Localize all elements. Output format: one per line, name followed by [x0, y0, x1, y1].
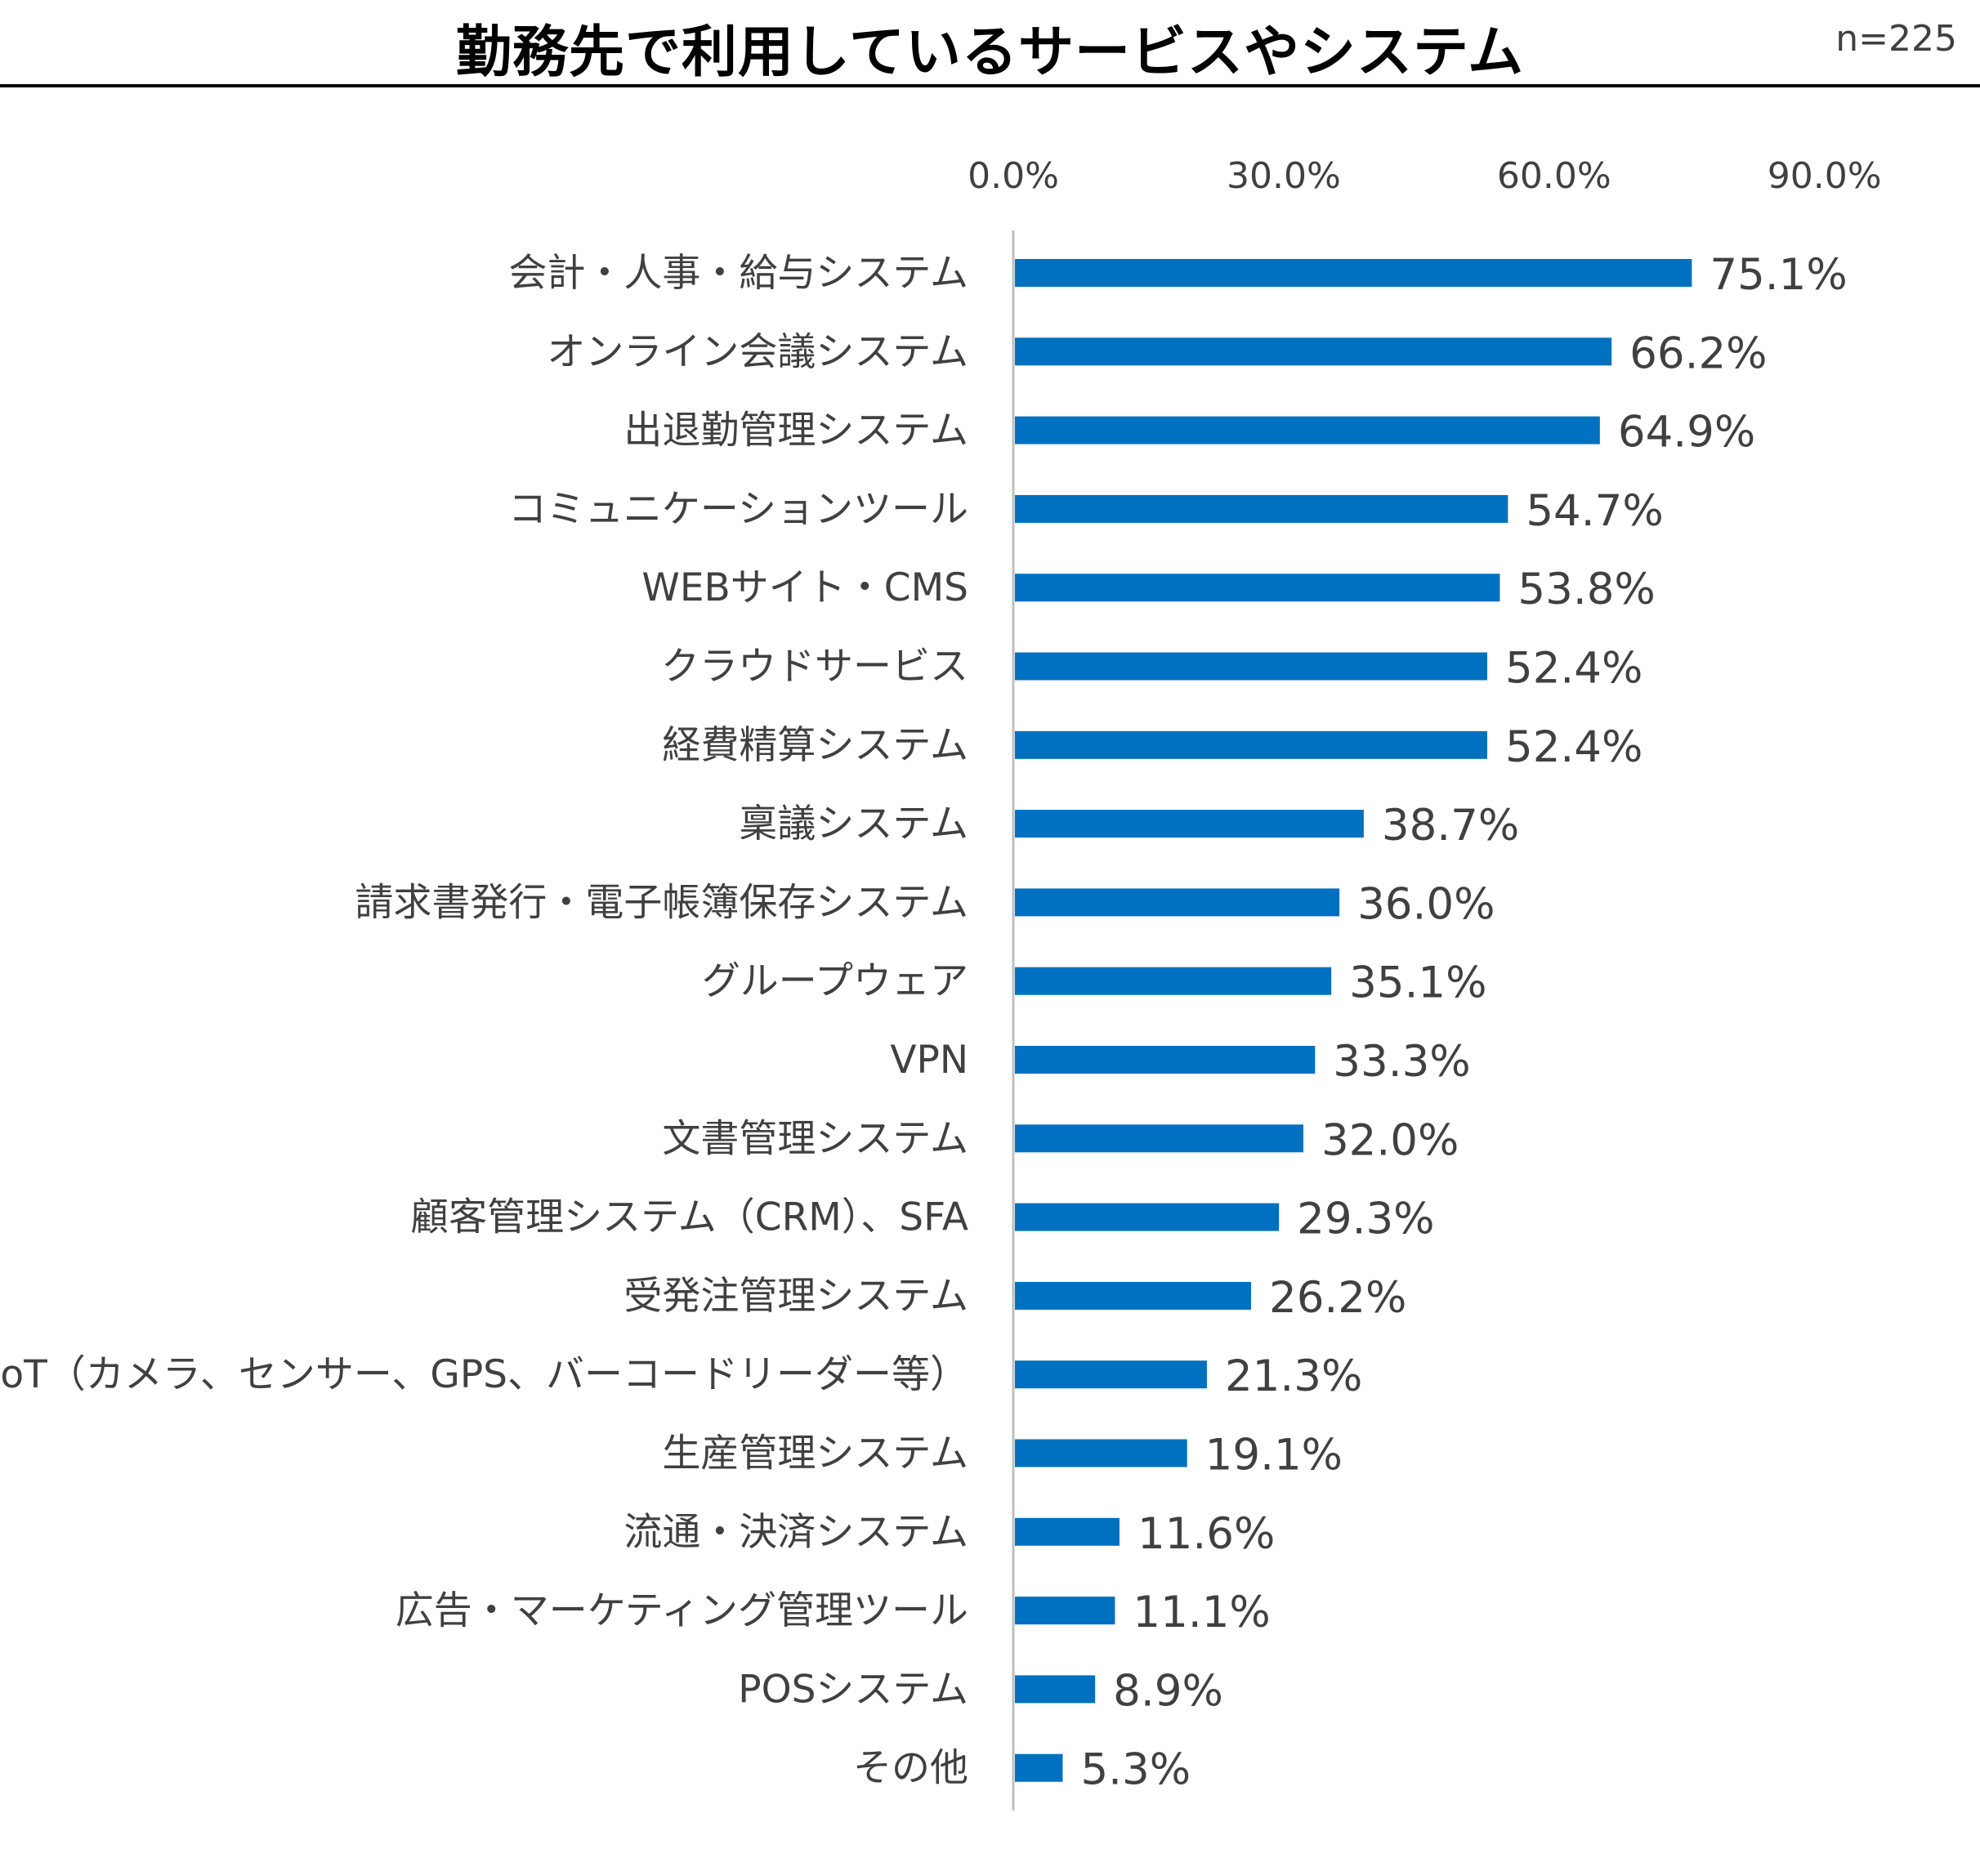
bar — [1015, 1597, 1115, 1625]
data-label: 53.8% — [1517, 565, 1655, 614]
bar — [1015, 416, 1600, 444]
data-label: 54.7% — [1526, 486, 1663, 536]
category-label: オンライン会議システム — [547, 329, 968, 374]
x-tick-label: 60.0% — [1497, 155, 1611, 197]
data-label: 29.3% — [1297, 1195, 1434, 1244]
x-tick-label: 30.0% — [1227, 155, 1341, 197]
data-label: 11.6% — [1137, 1509, 1275, 1559]
bar — [1015, 1517, 1120, 1546]
bar — [1015, 494, 1508, 523]
data-label: 36.0% — [1357, 879, 1495, 929]
bar — [1015, 888, 1340, 917]
category-label: 顧客管理システム（CRM）、SFA — [410, 1195, 968, 1240]
category-label: 出退勤管理システム — [623, 409, 968, 453]
chart-title: 勤務先で利用しているサービスやシステム — [456, 20, 1524, 85]
bar — [1015, 1360, 1207, 1389]
data-label: 32.0% — [1321, 1115, 1459, 1165]
category-label: その他 — [853, 1746, 968, 1791]
bar — [1015, 1675, 1096, 1704]
bar — [1015, 1046, 1316, 1074]
category-label: IoT（カメラ、センサー、GPS、バーコードリーダー等） — [0, 1352, 968, 1397]
bar — [1015, 574, 1500, 602]
bar — [1015, 1124, 1303, 1153]
data-label: 26.2% — [1269, 1273, 1406, 1323]
data-label: 8.9% — [1113, 1666, 1223, 1716]
data-label: 11.1% — [1133, 1588, 1270, 1637]
category-label: グループウェア — [702, 959, 968, 1004]
bar — [1015, 1439, 1187, 1467]
category-label: 生産管理システム — [662, 1432, 968, 1476]
bar — [1015, 337, 1612, 366]
bar — [1015, 259, 1692, 287]
sample-size-label: n=225 — [1835, 18, 1957, 60]
bar — [1015, 810, 1364, 838]
data-label: 35.1% — [1349, 958, 1486, 1008]
data-label: 21.3% — [1225, 1351, 1362, 1401]
category-label: VPN — [890, 1038, 968, 1083]
category-label: 稟議システム — [739, 802, 968, 846]
category-label: 流通・決済システム — [623, 1510, 968, 1555]
category-label: 経費精算システム — [662, 723, 968, 768]
category-label: コミュニケーションツール — [508, 487, 968, 532]
data-label: 33.3% — [1333, 1037, 1470, 1087]
category-label: 会計・人事・給与システム — [508, 251, 968, 296]
data-label: 52.4% — [1505, 644, 1643, 694]
bar — [1015, 967, 1332, 995]
category-label: 請求書発行・電子帳簿保存システム — [355, 880, 968, 925]
category-label: クラウドサービス — [661, 645, 968, 690]
data-label: 66.2% — [1629, 328, 1767, 378]
bar — [1015, 1281, 1251, 1310]
bar — [1015, 1753, 1063, 1782]
x-tick-label: 90.0% — [1768, 155, 1882, 197]
category-label: POSシステム — [738, 1667, 968, 1712]
title-underline — [0, 84, 1980, 87]
bar — [1015, 1203, 1280, 1231]
data-label: 38.7% — [1382, 801, 1519, 851]
category-label: 受発注管理システム — [623, 1274, 968, 1319]
data-label: 52.4% — [1505, 722, 1643, 772]
data-label: 5.3% — [1080, 1745, 1191, 1795]
data-label: 19.1% — [1205, 1431, 1343, 1481]
bar — [1015, 652, 1487, 681]
bar — [1015, 730, 1487, 759]
category-label: 広告・マーケティング管理ツール — [396, 1588, 968, 1633]
data-label: 64.9% — [1618, 408, 1755, 458]
category-label: WEBサイト・CMS — [641, 565, 968, 610]
category-label: 文書管理システム — [662, 1116, 968, 1161]
data-label: 75.1% — [1710, 250, 1847, 300]
x-tick-label: 0.0% — [968, 155, 1059, 197]
